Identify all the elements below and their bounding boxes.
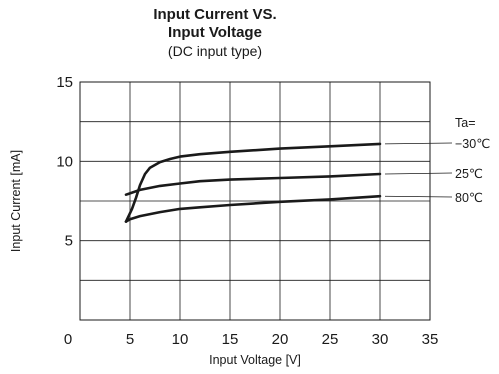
x-tick-label: 30 — [372, 331, 389, 348]
y-tick-label: 5 — [65, 233, 73, 250]
x-tick-label: 20 — [272, 331, 289, 348]
series-line — [124, 142, 382, 223]
series-lines — [124, 142, 382, 223]
y-tick-label: 10 — [56, 153, 73, 170]
x-axis-label: Input Voltage [V] — [209, 353, 301, 367]
grid — [80, 82, 430, 320]
series-label: 80℃ — [455, 191, 483, 205]
x-tick-label: 15 — [222, 331, 239, 348]
x-tick-label: 35 — [422, 331, 439, 348]
series-label: 25℃ — [455, 167, 483, 181]
chart-title: Input Current VS. — [153, 6, 277, 23]
series-leader-line — [384, 172, 453, 175]
chart-title-line2: Input Voltage — [168, 24, 262, 41]
y-axis-label: Input Current [mA] — [9, 150, 23, 252]
chart-title-block: Input Current VS. Input Voltage (DC inpu… — [100, 6, 330, 60]
y-tick-labels: 5 10 15 — [56, 74, 73, 250]
chart-subtitle: (DC input type) — [167, 43, 263, 59]
y-tick-label: 15 — [56, 74, 73, 91]
series-line — [124, 194, 382, 223]
series-leader-line — [384, 195, 453, 198]
x-tick-label: 25 — [322, 331, 339, 348]
legend-title: Ta= — [455, 116, 476, 130]
x-tick-label: 5 — [126, 331, 134, 348]
x-tick-label: 10 — [172, 331, 189, 348]
series-label: −30℃ — [455, 137, 490, 151]
series-leader-line — [384, 142, 453, 145]
x-tick-label: 0 — [64, 331, 72, 348]
series-line — [124, 172, 382, 196]
series-labels: −30℃ 25℃ 80℃ — [384, 137, 490, 205]
x-tick-labels: 0 5 10 15 20 25 30 35 — [64, 331, 439, 348]
